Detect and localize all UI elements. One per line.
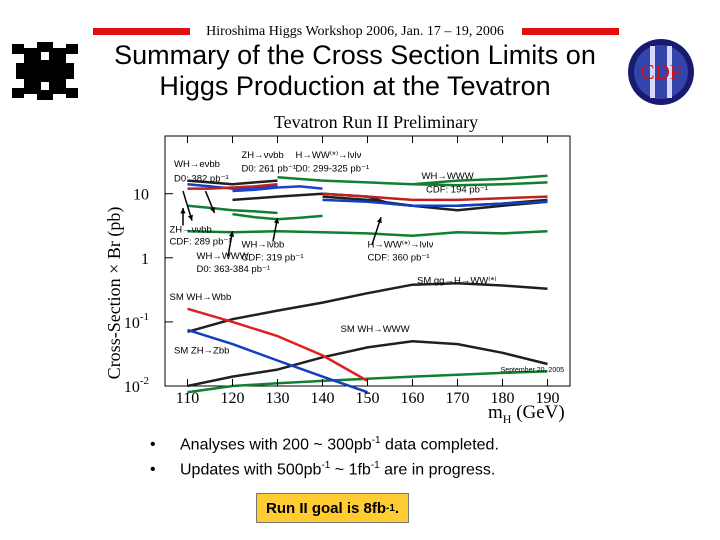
bullet-1-post: data completed. xyxy=(380,436,499,454)
bullet-list: • Analyses with 200 ~ 300pb-1 data compl… xyxy=(150,432,499,482)
annotation-arrowhead-2 xyxy=(180,207,186,214)
y-tick-exp-3: -2 xyxy=(140,375,149,387)
annotation-label-7: CDF: 194 pb⁻¹ xyxy=(426,184,488,195)
y-tick-label-3: 10-2 xyxy=(124,375,149,396)
x-tick-label-4: 150 xyxy=(356,390,380,407)
bullet-dot: • xyxy=(150,435,156,453)
annotation-label-5: D0: 299-325 pb⁻¹ xyxy=(296,164,370,175)
bullet-2-pre: Updates with 500pb xyxy=(180,461,322,479)
goal-text-end: . xyxy=(394,499,400,517)
annotation-label-19: SM ZH→Zbb xyxy=(174,346,229,357)
series-line-10 xyxy=(322,198,548,207)
annotation-label-2: ZH→ννbb xyxy=(242,150,284,161)
series-line-13 xyxy=(187,282,548,334)
cdf-logo: CDF xyxy=(628,39,694,105)
annotation-label-17: SM gg→H→WW⁽*⁾ xyxy=(417,275,497,286)
bullet-item: • Analyses with 200 ~ 300pb-1 data compl… xyxy=(150,432,499,457)
annotation-arrowhead-0 xyxy=(187,214,193,221)
title-line-2: Higgs Production at the Tevatron xyxy=(159,71,551,101)
y-tick-label-1: 1 xyxy=(141,251,149,268)
annotation-arrowhead-3 xyxy=(228,231,235,237)
x-axis-label: mH (GeV) xyxy=(488,402,565,426)
x-tick-label-3: 140 xyxy=(311,390,335,407)
y-tick-label-0: 10 xyxy=(133,187,149,204)
annotation-label-10: WH→lνbb xyxy=(242,239,285,250)
series-line-2 xyxy=(187,183,278,190)
y-axis-label: Cross-Section × Br (pb) xyxy=(104,207,125,380)
series-line-14 xyxy=(187,339,548,388)
x-tick-label-7: 180 xyxy=(491,390,515,407)
series-line-3 xyxy=(187,204,278,215)
y-tick-base-1: 1 xyxy=(141,251,149,268)
annotation-label-13: D0: 363-384 pb⁻¹ xyxy=(197,264,271,275)
title-line-1: Summary of the Cross Section Limits on xyxy=(114,40,596,70)
series-line-12 xyxy=(412,181,548,187)
annotation-arrowhead-5 xyxy=(376,217,382,224)
goal-text: Run II goal is 8fb xyxy=(266,499,387,517)
series-line-4 xyxy=(187,229,548,238)
series-line-17 xyxy=(187,328,368,394)
annotation-label-18: SM WH→WWW xyxy=(341,324,410,335)
annotation-label-12: WH→WWW xyxy=(197,251,249,262)
bullet-text-2: Updates with 500pb-1 ~ 1fb-1 are in prog… xyxy=(180,460,495,479)
annotation-label-0: WH→eνbb xyxy=(174,159,220,170)
bullet-text-1: Analyses with 200 ~ 300pb-1 data complet… xyxy=(180,435,499,454)
x-tick-label-0: 110 xyxy=(176,390,199,407)
x-tick-label-5: 160 xyxy=(401,390,425,407)
annotation-label-4: H→WW⁽*⁾→lνlν xyxy=(296,150,362,161)
y-tick-base-2: 10 xyxy=(124,315,140,332)
x-tick-label-8: 190 xyxy=(536,390,560,407)
chart-title: Tevatron Run II Preliminary xyxy=(274,112,478,132)
header-bar-left xyxy=(93,28,190,35)
bullet-2-mid: ~ 1fb xyxy=(330,461,371,479)
bullet-2-sup1: -1 xyxy=(321,459,331,471)
bullet-dot: • xyxy=(150,460,156,478)
annotation-label-9: CDF: 289 pb⁻¹ xyxy=(170,237,232,248)
annotation-label-14: H→WW⁽*⁾→lνlν xyxy=(368,239,434,250)
bullet-1-pre: Analyses with 200 ~ 300pb xyxy=(180,436,372,454)
x-axis-label-unit: (GeV) xyxy=(511,402,564,423)
x-tick-label-2: 130 xyxy=(266,390,290,407)
annotation-label-11: CDF: 319 pb⁻¹ xyxy=(242,253,304,264)
series-line-11 xyxy=(322,192,548,202)
y-tick-exp-2: -1 xyxy=(140,311,149,323)
slide-title: Summary of the Cross Section Limits on H… xyxy=(95,40,615,102)
x-axis-label-sub: H xyxy=(503,412,512,426)
annotation-arrowhead-1 xyxy=(210,207,215,213)
bullet-1-sup: -1 xyxy=(371,434,381,446)
x-tick-label-6: 170 xyxy=(446,390,470,407)
annotation-arrowhead-4 xyxy=(273,217,280,224)
series-line-6 xyxy=(232,185,323,193)
bullet-2-sup2: -1 xyxy=(370,459,380,471)
bullet-item: • Updates with 500pb-1 ~ 1fb-1 are in pr… xyxy=(150,457,499,482)
series-line-16 xyxy=(187,307,369,382)
y-tick-base-0: 10 xyxy=(133,187,149,204)
y-tick-label-2: 10-1 xyxy=(124,311,149,332)
y-tick-base-3: 10 xyxy=(124,379,140,396)
bullet-2-post: are in progress. xyxy=(379,461,496,479)
annotation-label-3: D0: 261 pb⁻¹ xyxy=(242,164,297,175)
workshop-label: Hiroshima Higgs Workshop 2006, Jan. 17 –… xyxy=(206,24,504,39)
annotation-label-6: WH→WWW xyxy=(422,171,474,182)
fermilab-logo xyxy=(12,42,78,100)
goal-box: Run II goal is 8fb -1. xyxy=(256,493,410,523)
series-line-15 xyxy=(187,369,548,394)
annotation-label-8: ZH→ννbb xyxy=(170,224,212,235)
x-axis-label-main: m xyxy=(488,402,503,423)
cdf-logo-text: CDF xyxy=(641,60,682,84)
goal-sup: -1 xyxy=(386,502,395,514)
series-line-0 xyxy=(187,179,278,186)
header-bar-right xyxy=(522,28,619,35)
annotation-label-16: SM WH→Wbb xyxy=(170,292,232,303)
date-label: September 20, 2005 xyxy=(501,367,565,374)
annotation-label-1: D0: 382 pb⁻¹ xyxy=(174,173,229,184)
annotation-label-15: CDF: 360 pb⁻¹ xyxy=(368,253,430,264)
x-tick-label-1: 120 xyxy=(221,390,245,407)
cross-section-chart: Tevatron Run II Preliminary Cross-Sectio… xyxy=(104,112,571,426)
